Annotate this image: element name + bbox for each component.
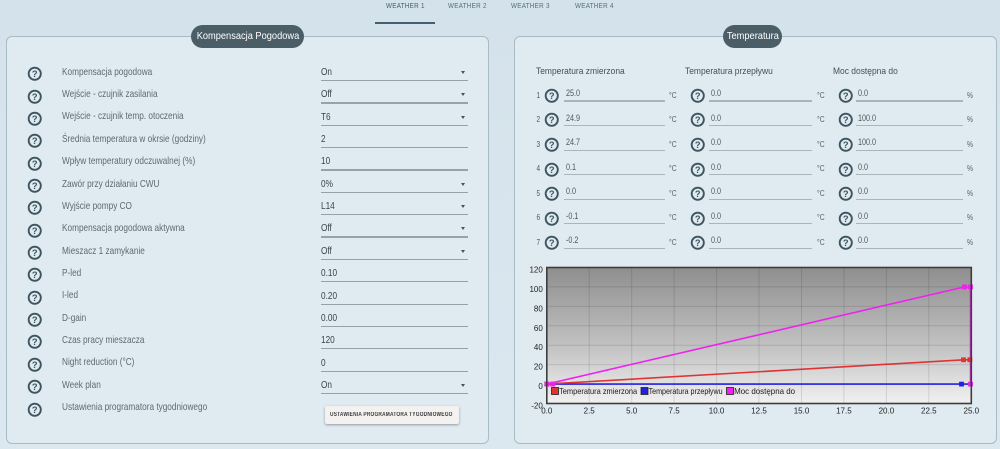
svg-text:?: ?	[32, 69, 38, 79]
svg-text:?: ?	[32, 181, 38, 191]
svg-text:25.0: 25.0	[964, 407, 980, 416]
svg-text:?: ?	[843, 115, 849, 125]
svg-text:?: ?	[843, 140, 849, 150]
svg-text:5.0: 5.0	[626, 407, 638, 416]
svg-text:?: ?	[32, 159, 38, 169]
svg-text:Moc dostępna do: Moc dostępna do	[734, 386, 795, 396]
svg-text:100: 100	[529, 285, 543, 294]
svg-text:?: ?	[32, 114, 38, 124]
svg-text:?: ?	[32, 203, 38, 213]
svg-text:60: 60	[534, 324, 543, 333]
svg-text:0: 0	[538, 382, 543, 391]
svg-text:?: ?	[32, 92, 38, 102]
svg-text:?: ?	[843, 189, 849, 199]
svg-text:?: ?	[32, 248, 38, 258]
svg-text:10.0: 10.0	[709, 407, 725, 416]
svg-text:?: ?	[32, 270, 38, 280]
svg-text:120: 120	[529, 266, 543, 275]
svg-text:?: ?	[695, 165, 701, 175]
svg-text:?: ?	[843, 91, 849, 101]
svg-text:?: ?	[695, 238, 701, 248]
svg-text:?: ?	[695, 91, 701, 101]
svg-text:?: ?	[843, 238, 849, 248]
svg-text:-20: -20	[531, 402, 543, 411]
svg-text:?: ?	[695, 115, 701, 125]
svg-text:?: ?	[32, 315, 38, 325]
svg-text:Temperatura zmierzona: Temperatura zmierzona	[559, 386, 637, 396]
svg-text:20.0: 20.0	[879, 407, 895, 416]
svg-text:?: ?	[549, 214, 555, 224]
svg-text:?: ?	[32, 360, 38, 370]
svg-text:?: ?	[549, 189, 555, 199]
svg-text:22.5: 22.5	[921, 407, 937, 416]
svg-text:20: 20	[534, 363, 543, 372]
svg-text:7.5: 7.5	[669, 407, 681, 416]
svg-text:?: ?	[549, 140, 555, 150]
svg-text:?: ?	[695, 140, 701, 150]
svg-text:?: ?	[549, 91, 555, 101]
svg-text:?: ?	[32, 405, 38, 415]
svg-text:12.5: 12.5	[751, 407, 767, 416]
svg-text:?: ?	[32, 338, 38, 348]
svg-text:?: ?	[695, 214, 701, 224]
svg-text:80: 80	[534, 304, 543, 313]
svg-text:Temperatura przepływu: Temperatura przepływu	[649, 386, 723, 396]
svg-text:?: ?	[32, 382, 38, 392]
svg-text:?: ?	[549, 165, 555, 175]
svg-text:2.5: 2.5	[584, 407, 596, 416]
svg-text:?: ?	[32, 226, 38, 236]
svg-text:?: ?	[843, 165, 849, 175]
svg-text:?: ?	[843, 214, 849, 224]
svg-text:?: ?	[549, 115, 555, 125]
svg-text:0.0: 0.0	[541, 407, 553, 416]
svg-text:40: 40	[534, 343, 543, 352]
svg-text:?: ?	[32, 293, 38, 303]
svg-text:15.0: 15.0	[794, 407, 810, 416]
svg-text:?: ?	[32, 136, 38, 146]
svg-text:?: ?	[695, 189, 701, 199]
svg-text:17.5: 17.5	[836, 407, 852, 416]
svg-text:?: ?	[549, 238, 555, 248]
